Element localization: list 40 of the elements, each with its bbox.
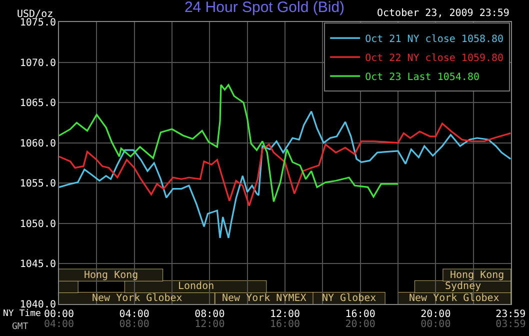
y-tick-label: 1055.0 [20,178,56,190]
y-tick-label: 1075.0 [20,18,56,28]
x2-tick-label: 03:59 [496,319,526,330]
y-tick-label: 1045.0 [20,259,56,270]
x2-axis-title: GMT [12,322,29,332]
chart-title: 24 Hour Spot Gold (Bid) [184,0,345,16]
x-tick-label: 04:00 [119,309,150,320]
line-series [59,122,511,206]
x2-tick-label: 16:00 [270,319,300,330]
legend-label: Oct 23 Last 1054.80 [365,72,480,83]
x-tick-label: 16:00 [345,309,376,320]
x-tick-label: 12:00 [270,309,300,320]
band-label: London [178,281,214,292]
x2-tick-label: 04:00 [44,319,74,330]
line-series [59,110,511,239]
x-axis-title: NY Time [3,309,41,319]
x-tick-label: 00:00 [44,309,74,320]
x-tick-label: 23:59 [496,309,526,320]
band-label: Sydney [445,281,482,292]
band-label: NY Globex [322,293,376,304]
y-tick-label: 1050.0 [20,218,56,230]
chart-subtitle: October 23, 2009 23:59 [377,8,510,19]
y-tick-label: 1070.0 [20,58,56,69]
x2-tick-label: 12:00 [194,319,225,330]
x2-tick-label: 20:00 [345,319,376,330]
band-label: New York Globex [409,293,500,304]
x-tick-label: 20:00 [420,309,451,320]
band-label: Hong Kong [450,270,504,281]
legend-label: Oct 22 NY close 1059.80 [365,52,504,64]
x2-tick-label: 00:00 [420,319,451,330]
y-tick-label: 1065.0 [20,98,56,110]
line-series [59,84,399,202]
y-tick-label: 1040.0 [20,300,56,310]
band-label: New York NYMEX [222,293,306,304]
x-tick-label: 08:00 [194,309,225,320]
x2-tick-label: 08:00 [119,319,150,330]
y-tick-label: 1060.0 [20,138,56,150]
legend-label: Oct 21 NY close 1058.80 [365,34,504,45]
band-label: New York Globex [92,293,182,304]
band-label: Hong Kong [84,270,138,281]
